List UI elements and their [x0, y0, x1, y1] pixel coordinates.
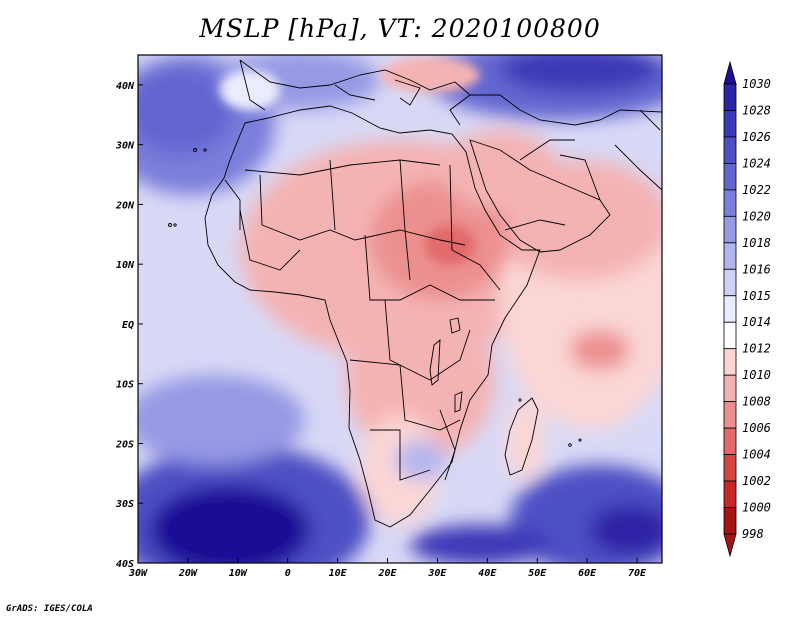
x-axis: 30W 20W 10W 0 10E 20E 30E 40E 50E 60E 70E — [128, 558, 647, 579]
x-tick-label: 30E — [427, 568, 447, 579]
colorbar-segment — [723, 480, 737, 508]
y-axis: 40N 30N 20N 10N EQ 10S 20S 30S 40S — [115, 81, 143, 570]
colorbar-label: 1002 — [742, 474, 771, 488]
x-tick-label: 50E — [528, 568, 547, 579]
colorbar-label: 1026 — [742, 130, 771, 144]
colorbar-label: 1014 — [742, 315, 771, 329]
colorbar-segment — [723, 83, 737, 111]
colorbar-segment — [723, 215, 737, 244]
grads-credit: GrADS: IGES/COLA — [6, 604, 93, 614]
y-tick-label: 20S — [115, 439, 134, 450]
colorbar-segment — [723, 189, 737, 217]
colorbar-label: 998 — [742, 527, 764, 541]
colorbar-label: 1006 — [742, 421, 771, 435]
map-title: MSLP [hPa], VT: 2020100800 — [199, 14, 601, 43]
x-tick-label: 40E — [478, 568, 497, 579]
y-tick-label: 30N — [115, 141, 135, 152]
x-tick-label: 60E — [578, 568, 597, 579]
colorbar-segment — [723, 242, 737, 270]
colorbar-label: 1008 — [742, 395, 771, 409]
plot-frame — [137, 54, 663, 564]
colorbar-segment — [723, 401, 737, 429]
y-tick-label: 40S — [116, 559, 134, 570]
y-tick-label: 40N — [116, 81, 135, 92]
colorbar-segment — [723, 110, 737, 138]
x-tick-label: 0 — [285, 568, 291, 579]
colorbar-label: 1015 — [742, 289, 771, 303]
x-tick-label: 20E — [377, 568, 397, 579]
colorbar-segment — [723, 268, 737, 297]
coastlines — [168, 59, 662, 528]
x-tick-label: 10E — [329, 568, 348, 579]
y-tick-label: 20N — [115, 200, 135, 211]
colorbar-label: 1028 — [742, 103, 771, 117]
colorbar-min-triangle — [723, 533, 737, 558]
y-tick-label: 10N — [116, 260, 135, 271]
y-tick-label: 30S — [115, 499, 134, 510]
colorbar-label: 1004 — [742, 448, 771, 462]
colorbar-segment — [723, 427, 737, 455]
colorbar-label: 1016 — [742, 262, 771, 276]
colorbar-segment — [723, 374, 737, 403]
colorbar-label: 1024 — [742, 156, 771, 170]
x-tick-label: 30W — [128, 568, 148, 579]
colorbar-segment — [723, 507, 737, 535]
colorbar-label: 1030 — [742, 77, 771, 91]
colorbar-label: 1018 — [742, 236, 771, 250]
x-tick-label: 10W — [229, 568, 248, 579]
colorbar-segment — [723, 348, 737, 376]
colorbar-segment — [723, 321, 737, 350]
y-tick-label: 10S — [116, 380, 134, 391]
colorbar-label: 1020 — [742, 209, 771, 223]
y-tick-label: EQ — [122, 320, 134, 331]
colorbar-label: 1010 — [742, 368, 771, 382]
colorbar-label: 1000 — [742, 501, 771, 515]
colorbar-max-triangle — [723, 60, 737, 85]
colorbar-segment — [723, 454, 737, 482]
x-tick-label: 70E — [628, 568, 647, 579]
colorbar-segment — [723, 136, 737, 164]
colorbar-segment — [723, 295, 737, 323]
colorbar-label: 1022 — [742, 183, 771, 197]
colorbar-segment — [723, 163, 737, 191]
x-tick-label: 20W — [178, 568, 198, 579]
colorbar: 1030 1028 1026 1024 1022 1020 1018 1016 1015 1014… — [723, 60, 771, 558]
colorbar-label: 1012 — [742, 342, 771, 356]
pressure-field — [138, 55, 662, 563]
